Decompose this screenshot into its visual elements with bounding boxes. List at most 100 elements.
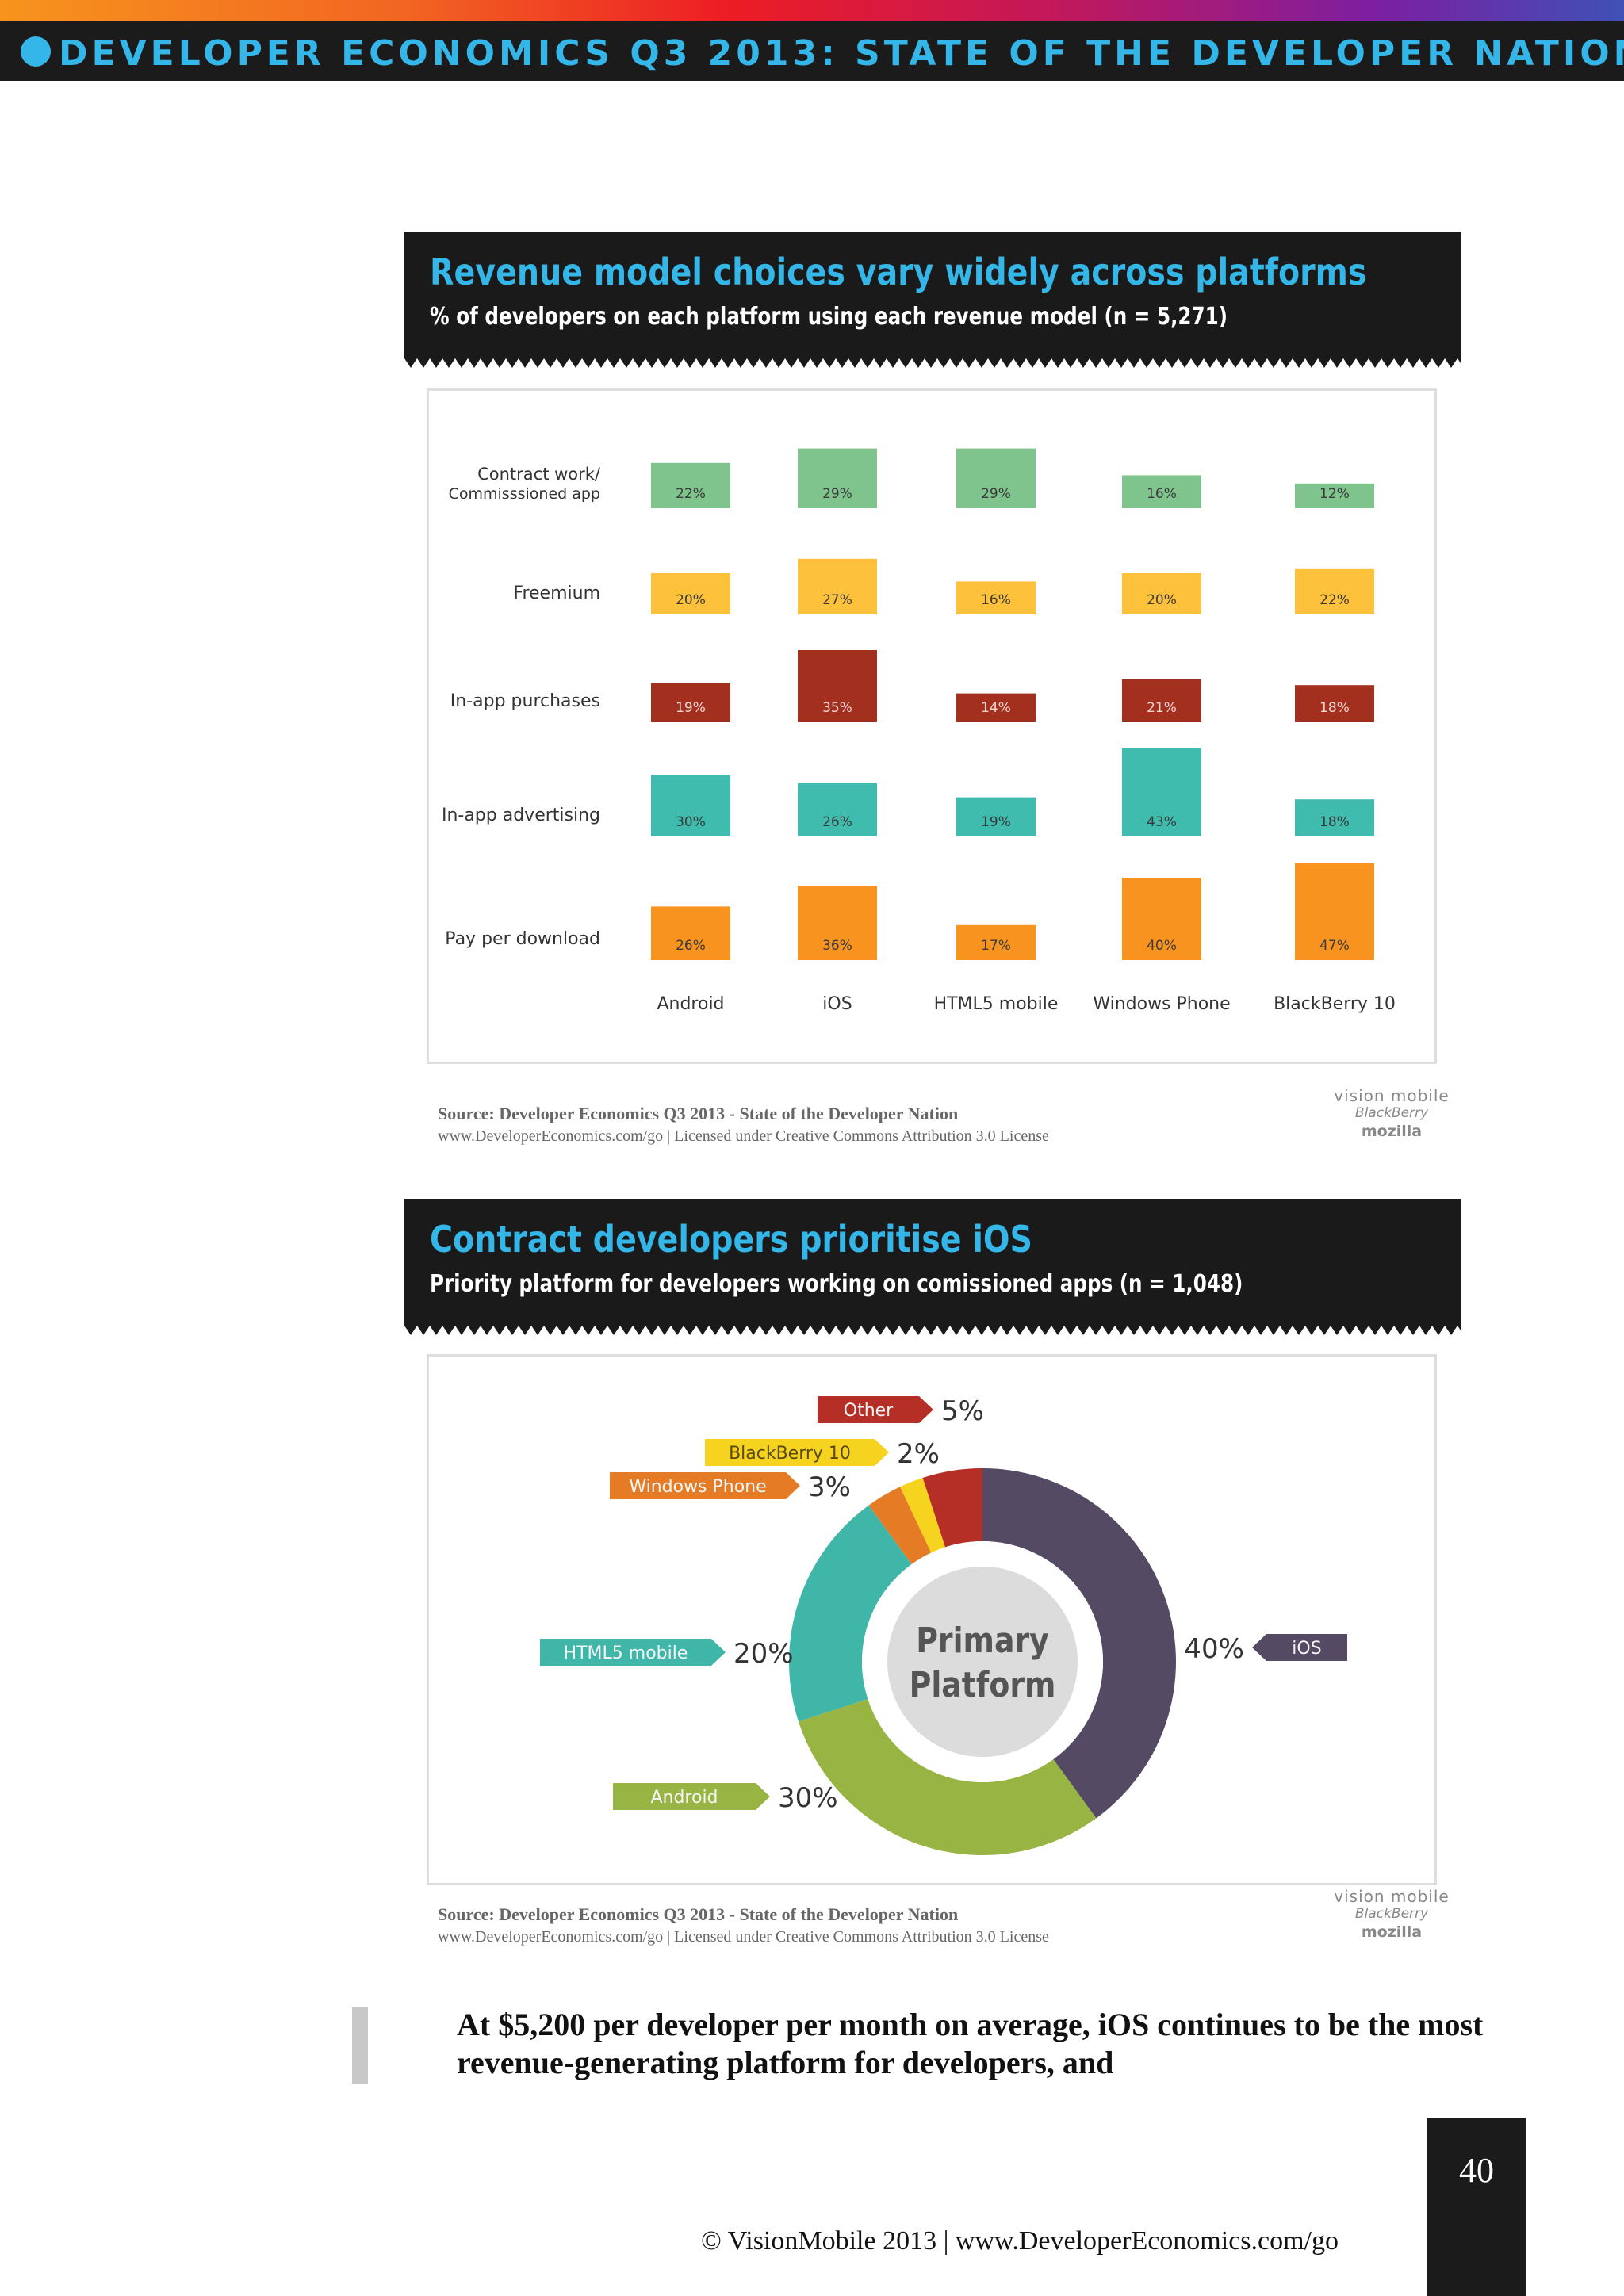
visionmobile-logo: vision mobile bbox=[1334, 1887, 1450, 1906]
panel1-subtitle: % of developers on each platform using e… bbox=[430, 303, 1228, 331]
blackberry-logo: BlackBerry bbox=[1354, 1105, 1429, 1121]
bar bbox=[798, 886, 877, 960]
row-label: In-app purchases bbox=[450, 691, 600, 711]
slice-percent-label: 40% bbox=[1184, 1633, 1244, 1665]
panel1-chart-frame: Contract work/Commisssioned app 22% 29% 29%… bbox=[427, 388, 1437, 1064]
category-label: iOS bbox=[822, 994, 852, 1014]
bar-value-label: 20% bbox=[676, 592, 706, 608]
bar-value-label: 19% bbox=[676, 700, 706, 716]
rainbow-stripe bbox=[0, 0, 1624, 21]
bar-value-label: 18% bbox=[1320, 814, 1350, 830]
bar-value-label: 29% bbox=[822, 486, 852, 502]
bar-value-label: 30% bbox=[676, 814, 706, 830]
bar bbox=[798, 650, 877, 722]
row-label: Commisssioned app bbox=[449, 485, 600, 503]
donut-center bbox=[887, 1567, 1078, 1757]
slice-percent-label: 3% bbox=[808, 1471, 851, 1503]
page-number-box: 40 bbox=[1427, 2118, 1526, 2296]
category-label: HTML5 mobile bbox=[934, 994, 1059, 1014]
bar-value-label: 43% bbox=[1147, 814, 1177, 830]
bar-value-label: 27% bbox=[822, 592, 852, 608]
bar bbox=[798, 783, 877, 836]
panel1-logos: vision mobile BlackBerry mozilla bbox=[1332, 1088, 1451, 1140]
bar bbox=[1295, 799, 1374, 836]
donut-slice bbox=[900, 1477, 946, 1553]
bar bbox=[1122, 748, 1201, 836]
panel1-header: Revenue model choices vary widely across… bbox=[404, 232, 1461, 358]
bar-value-label: 20% bbox=[1147, 592, 1177, 608]
bar bbox=[651, 573, 730, 614]
bar bbox=[651, 683, 730, 722]
quote-accent-bar bbox=[352, 2007, 368, 2084]
mozilla-logo: mozilla bbox=[1361, 1123, 1423, 1140]
bar-value-label: 14% bbox=[981, 700, 1011, 716]
revenue-model-chart: Contract work/Commisssioned app 22% 29% 29%… bbox=[442, 448, 1396, 1014]
bar-value-label: 26% bbox=[676, 938, 706, 954]
category-label: Windows Phone bbox=[1093, 994, 1230, 1014]
bar-value-label: 36% bbox=[822, 938, 852, 954]
bar-value-label: 40% bbox=[1147, 938, 1177, 954]
bar bbox=[956, 448, 1036, 508]
donut-slice bbox=[868, 1487, 932, 1565]
panel2-header: Contract developers prioritise iOS Prior… bbox=[404, 1199, 1461, 1326]
panel2-source: Source: Developer Economics Q3 2013 - St… bbox=[438, 1904, 1049, 1946]
bar bbox=[956, 693, 1036, 722]
bar bbox=[651, 462, 730, 508]
bar-value-label: 17% bbox=[981, 938, 1011, 954]
panel1-source: Source: Developer Economics Q3 2013 - St… bbox=[438, 1104, 1049, 1146]
donut-slice bbox=[798, 1698, 1097, 1855]
bar bbox=[798, 448, 877, 508]
panel2-chart-frame: Primary Platform iOS 40% Android 30% HTML5 mob… bbox=[427, 1354, 1437, 1885]
callout-tag bbox=[613, 1783, 770, 1810]
callout-label: BlackBerry 10 bbox=[729, 1444, 851, 1464]
bar bbox=[1295, 685, 1374, 722]
footer-text: © VisionMobile 2013 | www.DeveloperEcono… bbox=[0, 2226, 1624, 2256]
bar bbox=[1122, 878, 1201, 960]
bar bbox=[1295, 483, 1374, 508]
bar-value-label: 12% bbox=[1320, 486, 1350, 502]
panel2-zigzag bbox=[404, 1326, 1461, 1335]
bar bbox=[956, 581, 1036, 614]
donut-slice bbox=[789, 1505, 912, 1722]
bar bbox=[1122, 573, 1201, 614]
donut-slice bbox=[922, 1468, 982, 1548]
callout-tag bbox=[1252, 1634, 1347, 1661]
bar bbox=[1122, 679, 1201, 722]
slice-percent-label: 20% bbox=[733, 1638, 794, 1670]
callout-label: Other bbox=[844, 1401, 894, 1421]
header-title: DEVELOPER ECONOMICS Q3 2013: STATE OF TH… bbox=[59, 33, 1624, 74]
panel2-source-line1: Source: Developer Economics Q3 2013 - St… bbox=[438, 1904, 959, 1924]
panel2-title: Contract developers prioritise iOS bbox=[430, 1218, 1033, 1261]
panel1-source-line1: Source: Developer Economics Q3 2013 - St… bbox=[438, 1104, 959, 1123]
bar-value-label: 26% bbox=[822, 814, 852, 830]
callout-label: iOS bbox=[1292, 1639, 1321, 1659]
bar-value-label: 19% bbox=[981, 814, 1011, 830]
donut-slice bbox=[982, 1468, 1176, 1819]
row-label: In-app advertising bbox=[442, 806, 600, 825]
bar-value-label: 18% bbox=[1320, 700, 1350, 716]
row-label: Pay per download bbox=[445, 929, 600, 949]
category-label: BlackBerry 10 bbox=[1274, 994, 1396, 1014]
bar bbox=[651, 906, 730, 960]
visionmobile-logo: vision mobile bbox=[1334, 1086, 1450, 1105]
page-number: 40 bbox=[1459, 2151, 1494, 2190]
callout-label: HTML5 mobile bbox=[564, 1644, 688, 1663]
slice-percent-label: 2% bbox=[897, 1438, 940, 1470]
bar bbox=[1122, 475, 1201, 508]
panel1-source-line2: www.DeveloperEconomics.com/go | Licensed… bbox=[438, 1127, 1049, 1145]
slice-percent-label: 5% bbox=[941, 1395, 984, 1427]
callout-label: Windows Phone bbox=[629, 1477, 766, 1497]
center-label-line2: Platform bbox=[910, 1664, 1056, 1705]
panel2-logos: vision mobile BlackBerry mozilla bbox=[1332, 1888, 1451, 1941]
bar bbox=[1295, 863, 1374, 960]
panel2-subtitle: Priority platform for developers working… bbox=[430, 1270, 1243, 1298]
bar-value-label: 47% bbox=[1320, 938, 1350, 954]
callout-tag bbox=[540, 1639, 726, 1666]
callout-label: Android bbox=[650, 1788, 718, 1808]
row-label: Freemium bbox=[513, 584, 600, 603]
body-quote: At $5,200 per developer per month on ave… bbox=[457, 2007, 1484, 2080]
callout-tag bbox=[610, 1472, 800, 1499]
bar bbox=[651, 775, 730, 836]
footer-copyright: © VisionMobile 2013 | www.DeveloperEcono… bbox=[701, 2226, 1339, 2256]
